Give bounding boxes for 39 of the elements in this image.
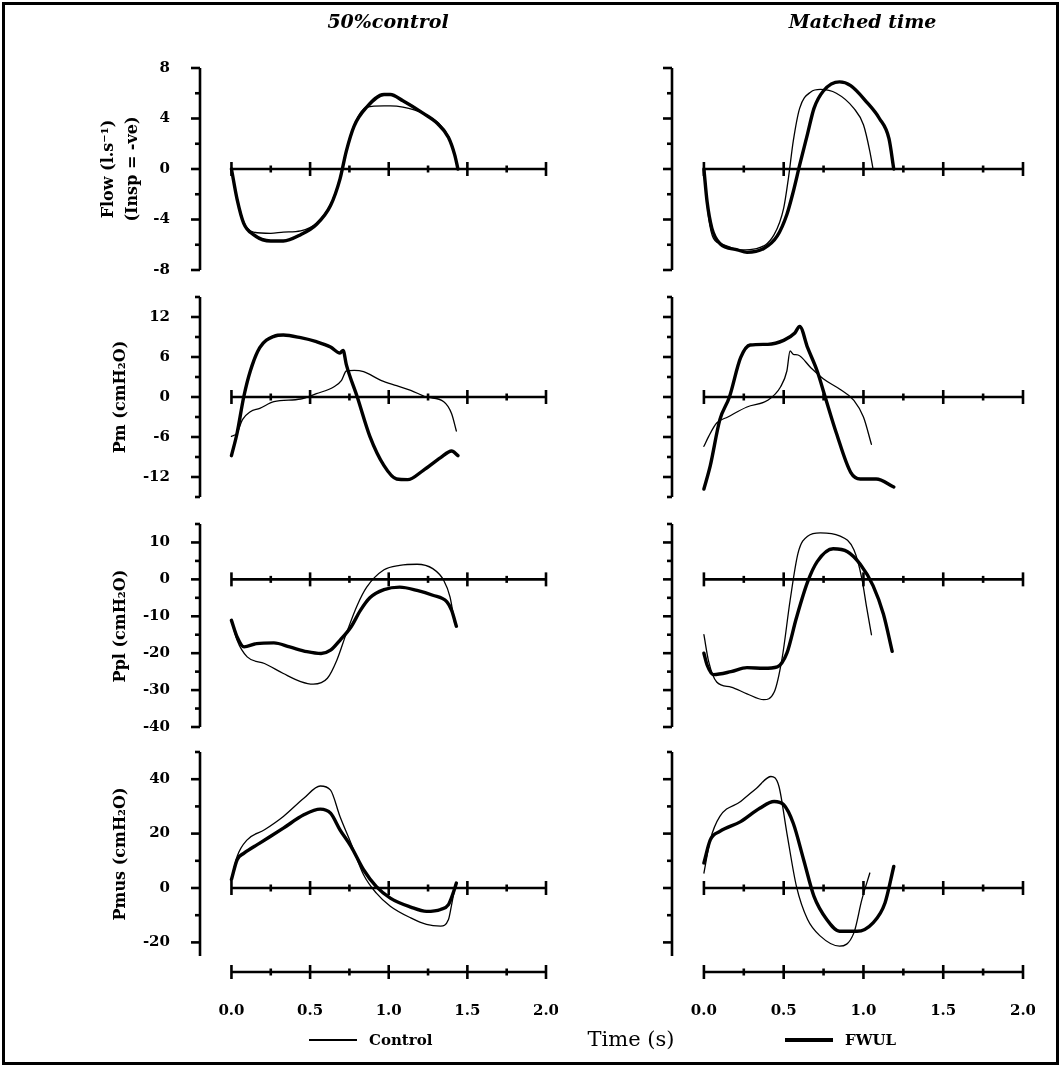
y-axis-title: Flow (l.s⁻¹) (Insp = -ve): [97, 116, 142, 222]
x-tick-label: 1.0: [375, 1000, 402, 1019]
x-tick-label: 0.0: [690, 1000, 717, 1019]
y-tick-label: -6: [153, 426, 170, 445]
y-tick-label: 0: [159, 158, 170, 177]
y-tick-label: 4: [159, 108, 170, 127]
y-tick-label: 12: [149, 306, 170, 325]
y-tick-label: -40: [142, 716, 170, 735]
y-tick-label: -8: [153, 259, 170, 278]
y-tick-label: 40: [149, 769, 170, 788]
y-tick-label: 8: [159, 57, 170, 76]
legend-label: Control: [369, 1031, 433, 1049]
x-tick-label: 1.5: [930, 1000, 957, 1019]
x-axis-title: Time (s): [587, 1027, 675, 1051]
y-axis-title: Pmus (cmH₂O): [109, 787, 130, 921]
y-tick-label: 10: [149, 532, 170, 551]
y-tick-label: -20: [142, 932, 170, 951]
y-tick-label: -20: [142, 643, 170, 662]
y-tick-label: 20: [149, 823, 170, 842]
x-tick-label: 0.0: [218, 1000, 245, 1019]
chart-title: 50%control: [326, 10, 450, 32]
y-tick-label: -12: [142, 466, 170, 485]
y-axis-title: Ppl (cmH₂O): [109, 569, 130, 682]
x-tick-label: 0.5: [297, 1000, 324, 1019]
x-tick-label: 2.0: [1009, 1000, 1037, 1019]
x-tick-label: 0.5: [770, 1000, 797, 1019]
y-tick-label: 0: [159, 877, 170, 896]
y-tick-label: -10: [142, 606, 170, 625]
y-tick-label: 0: [159, 569, 170, 588]
y-tick-label: -30: [142, 679, 170, 698]
y-axis-title: Pm (cmH₂O): [109, 340, 130, 454]
y-tick-label: 6: [159, 346, 170, 365]
legend-label: FWUL: [845, 1031, 897, 1049]
x-tick-label: 2.0: [532, 1000, 560, 1019]
y-tick-label: 0: [159, 386, 170, 405]
chart-title: Matched time: [787, 10, 938, 32]
x-tick-label: 1.5: [454, 1000, 481, 1019]
x-tick-label: 1.0: [850, 1000, 877, 1019]
y-tick-label: -4: [153, 209, 170, 228]
